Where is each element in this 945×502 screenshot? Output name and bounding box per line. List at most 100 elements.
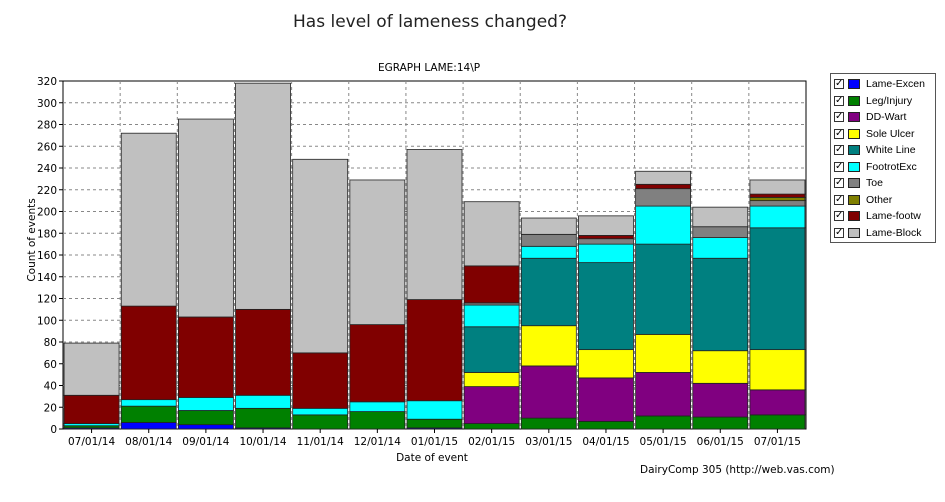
legend-checkbox[interactable]: ✓ — [834, 94, 844, 106]
bar-segment — [520, 325, 577, 367]
bar-segment — [292, 407, 349, 416]
legend-checkbox[interactable]: ✓ — [834, 226, 844, 238]
x-tick-label: 07/01/14 — [68, 436, 115, 448]
bar-segment — [235, 82, 291, 310]
legend-item[interactable]: ✓ Sole Ulcer — [834, 126, 935, 143]
y-tick-label: 0 — [50, 424, 57, 436]
bar-segment — [120, 132, 177, 307]
bar-segment — [692, 350, 749, 384]
bar-segment — [463, 372, 520, 387]
legend-label: Lame-Excen — [866, 78, 925, 91]
legend-checkbox[interactable]: ✓ — [834, 144, 844, 156]
legend-item[interactable]: ✓ White Line — [834, 142, 935, 159]
bar-segment — [520, 233, 577, 247]
bar-segment — [635, 243, 692, 335]
bar-segment — [692, 237, 749, 259]
legend-swatch — [848, 194, 860, 205]
y-tick-label: 200 — [37, 207, 57, 219]
legend-item[interactable]: ✓ DD-Wart — [834, 109, 935, 126]
x-tick-label: 09/01/14 — [182, 436, 229, 448]
bar-segment — [520, 217, 577, 235]
bar-segment — [578, 420, 634, 430]
bar-segment — [120, 422, 177, 430]
legend-checkbox[interactable]: ✓ — [834, 78, 844, 90]
bar-segment — [578, 238, 634, 245]
bar-segment — [635, 183, 692, 190]
bar-segment — [463, 326, 520, 373]
bar-segment — [692, 226, 749, 239]
bar-segment — [692, 416, 749, 430]
bar-segment — [520, 365, 577, 419]
bar-segment — [520, 257, 577, 327]
y-tick-label: 40 — [44, 381, 57, 393]
y-tick-label: 260 — [37, 141, 57, 153]
bar-segment — [520, 245, 577, 259]
legend-checkbox[interactable]: ✓ — [834, 193, 844, 205]
legend-checkbox[interactable]: ✓ — [834, 127, 844, 139]
legend-item[interactable]: ✓ FootrotExc — [834, 159, 935, 176]
legend-swatch — [848, 112, 860, 123]
bar-segment — [463, 304, 520, 328]
bar-segment — [635, 188, 692, 207]
y-tick-label: 180 — [37, 228, 57, 240]
bar-segment — [578, 377, 634, 422]
y-tick-label: 80 — [44, 337, 57, 349]
y-tick-label: 140 — [37, 272, 57, 284]
bar-segment — [749, 179, 806, 195]
legend-swatch — [848, 178, 860, 189]
x-tick-label: 07/01/15 — [754, 436, 801, 448]
bar-segment — [120, 399, 177, 407]
bar-segment — [578, 262, 634, 351]
legend-item[interactable]: ✓ Other — [834, 192, 935, 209]
legend-label: FootrotExc — [866, 160, 917, 173]
y-axis-ticks: 0 20 40 60 80 100 120 140 160 180 200 220 240 260 280 3… — [37, 76, 63, 436]
legend-swatch — [848, 211, 860, 222]
bar-segment — [177, 118, 234, 318]
legend-label: Lame-Block — [866, 226, 922, 239]
legend-item[interactable]: ✓ Toe — [834, 175, 935, 192]
bar-segment — [578, 243, 634, 264]
bar-segment — [349, 179, 406, 325]
x-axis-ticks: 07/01/14 08/01/14 09/01/14 10/01/14 11/01/14… — [68, 429, 801, 448]
bar-segment — [635, 170, 692, 185]
bar-segment — [63, 394, 120, 424]
bar-segment — [406, 400, 463, 420]
legend-label: Leg/Injury — [866, 94, 913, 107]
legend-label: Lame-footw — [866, 210, 921, 223]
bar-segment — [177, 410, 234, 426]
bar-segment — [578, 235, 634, 240]
bar-segment — [235, 394, 291, 409]
bar-segment — [177, 397, 234, 411]
legend-swatch — [848, 79, 860, 90]
bar-segment — [177, 424, 234, 430]
bar-segment — [292, 158, 349, 354]
legend-swatch — [848, 128, 860, 139]
y-tick-label: 160 — [37, 250, 57, 262]
y-tick-label: 60 — [44, 359, 57, 371]
legend-item[interactable]: ✓ Lame-Excen — [834, 76, 935, 93]
page-title: Has level of lameness changed? — [293, 12, 567, 32]
y-tick-label: 300 — [37, 98, 57, 110]
bar-segment — [578, 349, 634, 379]
legend-checkbox[interactable]: ✓ — [834, 177, 844, 189]
legend-checkbox[interactable]: ✓ — [834, 210, 844, 222]
legend-label: Toe — [866, 177, 883, 190]
bar-segment — [749, 200, 806, 207]
legend-item[interactable]: ✓ Lame-Block — [834, 225, 935, 242]
y-axis-label: Count of events — [26, 198, 38, 281]
legend-checkbox[interactable]: ✓ — [834, 160, 844, 172]
bar-segment — [463, 386, 520, 424]
legend-swatch — [848, 145, 860, 156]
legend-item[interactable]: ✓ Leg/Injury — [834, 93, 935, 110]
bar-segment — [349, 401, 406, 413]
legend-item[interactable]: ✓ Lame-footw — [834, 208, 935, 225]
bar-segment — [749, 196, 806, 202]
bar-segment — [749, 389, 806, 416]
x-tick-label: 03/01/15 — [525, 436, 572, 448]
legend-checkbox[interactable]: ✓ — [834, 111, 844, 123]
bar-segment — [749, 227, 806, 351]
y-tick-label: 320 — [37, 76, 57, 88]
bar-segment — [749, 414, 806, 430]
bar-segment — [292, 414, 349, 430]
